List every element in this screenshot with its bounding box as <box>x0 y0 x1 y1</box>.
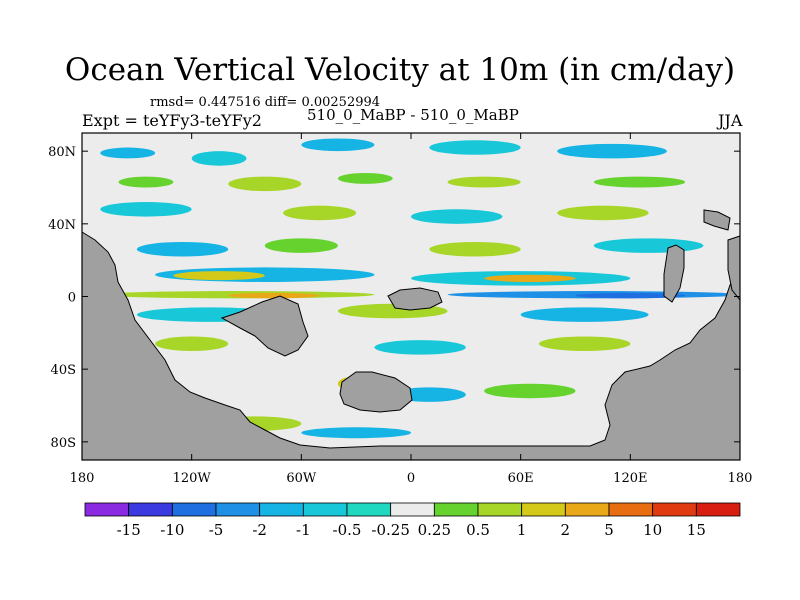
colorbar-level-label-5: -0.5 <box>333 521 362 539</box>
velocity-patch-2 <box>301 138 375 152</box>
colorbar-level-label-8: 0.5 <box>466 521 490 539</box>
velocity-patch-19 <box>173 271 265 281</box>
colorbar-level-label-10: 2 <box>561 521 571 539</box>
velocity-patch-8 <box>447 176 521 188</box>
x-tick-label-1: 120W <box>173 471 212 486</box>
colorbar-swatch-6 <box>346 502 392 517</box>
colorbar-level-label-7: 0.25 <box>418 521 451 539</box>
colorbar-level-label-2: -5 <box>209 521 224 539</box>
period-label: 510_0_MaBP - 510_0_MaBP <box>307 106 519 124</box>
colorbar-swatch-9 <box>477 502 523 517</box>
velocity-patch-29 <box>155 336 229 351</box>
x-tick-label-0: 180 <box>70 471 95 486</box>
x-tick-label-4: 60E <box>508 471 534 486</box>
velocity-patch-12 <box>411 209 503 224</box>
velocity-patch-13 <box>557 205 649 221</box>
chart-title: Ocean Vertical Velocity at 10m (in cm/da… <box>64 52 736 88</box>
map-plot-area: 180 120W 60W 0 60E 120E 180 80N 40N 0 40S 80S <box>48 132 753 486</box>
velocity-patch-4 <box>557 143 667 159</box>
land-east-island <box>663 244 685 303</box>
velocity-patch-23 <box>228 292 320 299</box>
velocity-patch-31 <box>538 336 631 351</box>
x-tick-label-3: 0 <box>407 471 415 486</box>
colorbar-swatch-2 <box>171 502 217 517</box>
velocity-patch-15 <box>264 238 338 253</box>
velocity-patch-14 <box>136 242 229 257</box>
y-tick-label-2: 0 <box>68 291 76 306</box>
velocity-patch-0 <box>100 147 156 159</box>
velocity-patch-9 <box>593 176 686 188</box>
experiment-label: Expt = teYFy3-teYFy2 <box>82 111 262 130</box>
colorbar-swatch-8 <box>433 502 479 517</box>
velocity-patch-21 <box>484 274 576 282</box>
colorbar-swatch-5 <box>302 502 348 517</box>
velocity-patch-5 <box>118 176 174 188</box>
y-tick-label-0: 80N <box>48 145 76 160</box>
velocity-patch-1 <box>191 151 247 166</box>
colorbar-swatch-12 <box>608 502 654 517</box>
colorbar-swatch-3 <box>215 502 261 517</box>
land-equatorial-island <box>387 287 443 311</box>
colorbar-level-label-1: -10 <box>160 521 184 539</box>
land-south-continent <box>339 371 413 413</box>
season-label: JJA <box>718 111 743 130</box>
y-tick-label-1: 40N <box>48 218 76 233</box>
velocity-patch-11 <box>283 205 357 221</box>
colorbar-swatch-10 <box>521 502 566 517</box>
land-north-america-west <box>81 231 741 461</box>
x-tick-label-6: 180 <box>728 471 753 486</box>
velocity-patch-16 <box>429 242 521 257</box>
y-tick-label-4: 80S <box>51 436 76 451</box>
land-mask <box>81 209 741 461</box>
colorbar-level-label-9: 1 <box>517 521 527 539</box>
colorbar-swatch-1 <box>128 502 173 517</box>
colorbar-swatch-14 <box>695 502 741 517</box>
velocity-field <box>100 138 740 439</box>
colorbar-level-label-6: -0.25 <box>371 521 409 539</box>
colorbar-level-label-12: 10 <box>643 521 662 539</box>
velocity-patch-17 <box>593 238 704 253</box>
y-tick-label-3: 40S <box>51 363 76 378</box>
land-east-coast <box>727 235 741 302</box>
land-central-america <box>220 295 309 357</box>
colorbar-swatch-7 <box>390 502 435 517</box>
velocity-patch-3 <box>429 140 521 155</box>
velocity-patch-6 <box>228 176 302 192</box>
colorbar-swatch-4 <box>259 502 304 517</box>
x-tick-label-5: 120E <box>613 471 647 486</box>
rmsd-diff-stats: rmsd= 0.447516 diff= 0.00252994 <box>150 95 381 110</box>
colorbar: -15 -10 -5 -2 -1 -0.5 -0.25 0.25 0.5 1 2 5 10 15 <box>84 502 741 539</box>
velocity-patch-36 <box>301 427 411 439</box>
colorbar-swatch-11 <box>564 502 610 517</box>
velocity-patch-10 <box>100 202 192 217</box>
colorbar-level-label-11: 5 <box>604 521 614 539</box>
velocity-patch-25 <box>575 292 686 299</box>
velocity-patch-34 <box>484 383 576 399</box>
x-axis: 180 120W 60W 0 60E 120E 180 <box>70 133 753 486</box>
y-axis: 80N 40N 0 40S 80S <box>48 145 740 451</box>
colorbar-level-label-13: 15 <box>687 521 706 539</box>
velocity-patch-7 <box>337 172 393 184</box>
colorbar-level-label-0: -15 <box>117 521 141 539</box>
colorbar-level-label-3: -2 <box>252 521 267 539</box>
colorbar-swatch-0 <box>84 502 130 517</box>
colorbar-level-label-4: -1 <box>296 521 311 539</box>
velocity-patch-30 <box>374 340 466 355</box>
colorbar-swatch-13 <box>652 502 697 517</box>
velocity-patch-28 <box>520 307 649 322</box>
x-tick-label-2: 60W <box>286 471 317 486</box>
land-northeast-island <box>703 209 731 231</box>
